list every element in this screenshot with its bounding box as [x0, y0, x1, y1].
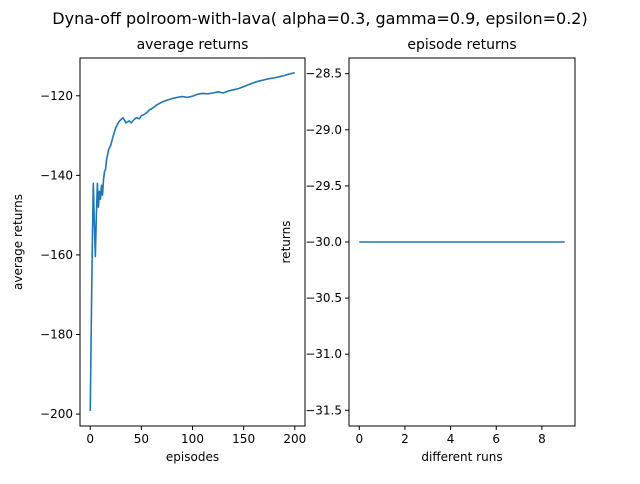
x-tick-label-average-returns: 50 — [134, 432, 149, 446]
y-tick-label-episode-returns: −31.0 — [305, 347, 342, 361]
y-tick-label-average-returns: −180 — [40, 327, 73, 341]
subplot-title-episode-returns: episode returns — [407, 37, 516, 53]
y-tick-label-episode-returns: −30.5 — [305, 291, 342, 305]
y-tick-label-episode-returns: −29.5 — [305, 179, 342, 193]
x-tick-label-average-returns: 150 — [232, 432, 255, 446]
subplot-title-average-returns: average returns — [137, 37, 249, 53]
plots-group: 0 50 100 150 200 −200 −180 −160 −140 −120 average … — [11, 37, 576, 464]
y-tick-label-average-returns: −160 — [40, 248, 73, 262]
x-tick-label-episode-returns: 2 — [401, 432, 409, 446]
figure-suptitle: Dyna-off polroom-with-lava( alpha=0.3, g… — [52, 9, 587, 28]
y-tick-label-episode-returns: −30.0 — [305, 235, 342, 249]
y-tick-label-average-returns: −200 — [40, 407, 73, 421]
x-axis-label-episode-returns: different runs — [421, 450, 502, 464]
x-tick-label-episode-returns: 0 — [355, 432, 363, 446]
x-tick-label-episode-returns: 8 — [538, 432, 546, 446]
y-axis-label-episode-returns: returns — [279, 221, 293, 264]
y-tick-label-episode-returns: −29.0 — [305, 123, 342, 137]
x-tick-label-average-returns: 200 — [283, 432, 306, 446]
y-axis-label-average-returns: average returns — [11, 194, 25, 290]
subplot-episode-returns: 0 2 4 6 8 −31.5 −31.0 −30.5 −30.0 −29.5 −29.0 −28.5… — [279, 37, 576, 464]
x-axis-label-average-returns: episodes — [166, 450, 219, 464]
x-tick-label-episode-returns: 6 — [492, 432, 500, 446]
x-tick-label-average-returns: 0 — [86, 432, 94, 446]
y-tick-label-average-returns: −120 — [40, 89, 73, 103]
x-tick-label-episode-returns: 4 — [447, 432, 455, 446]
y-tick-label-average-returns: −140 — [40, 168, 73, 182]
x-tick-label-average-returns: 100 — [181, 432, 204, 446]
y-tick-label-episode-returns: −28.5 — [305, 67, 342, 81]
subplot-average-returns: 0 50 100 150 200 −200 −180 −160 −140 −120 average … — [11, 37, 306, 464]
y-tick-label-episode-returns: −31.5 — [305, 403, 342, 417]
series-line-average-returns-0 — [89, 71, 295, 411]
